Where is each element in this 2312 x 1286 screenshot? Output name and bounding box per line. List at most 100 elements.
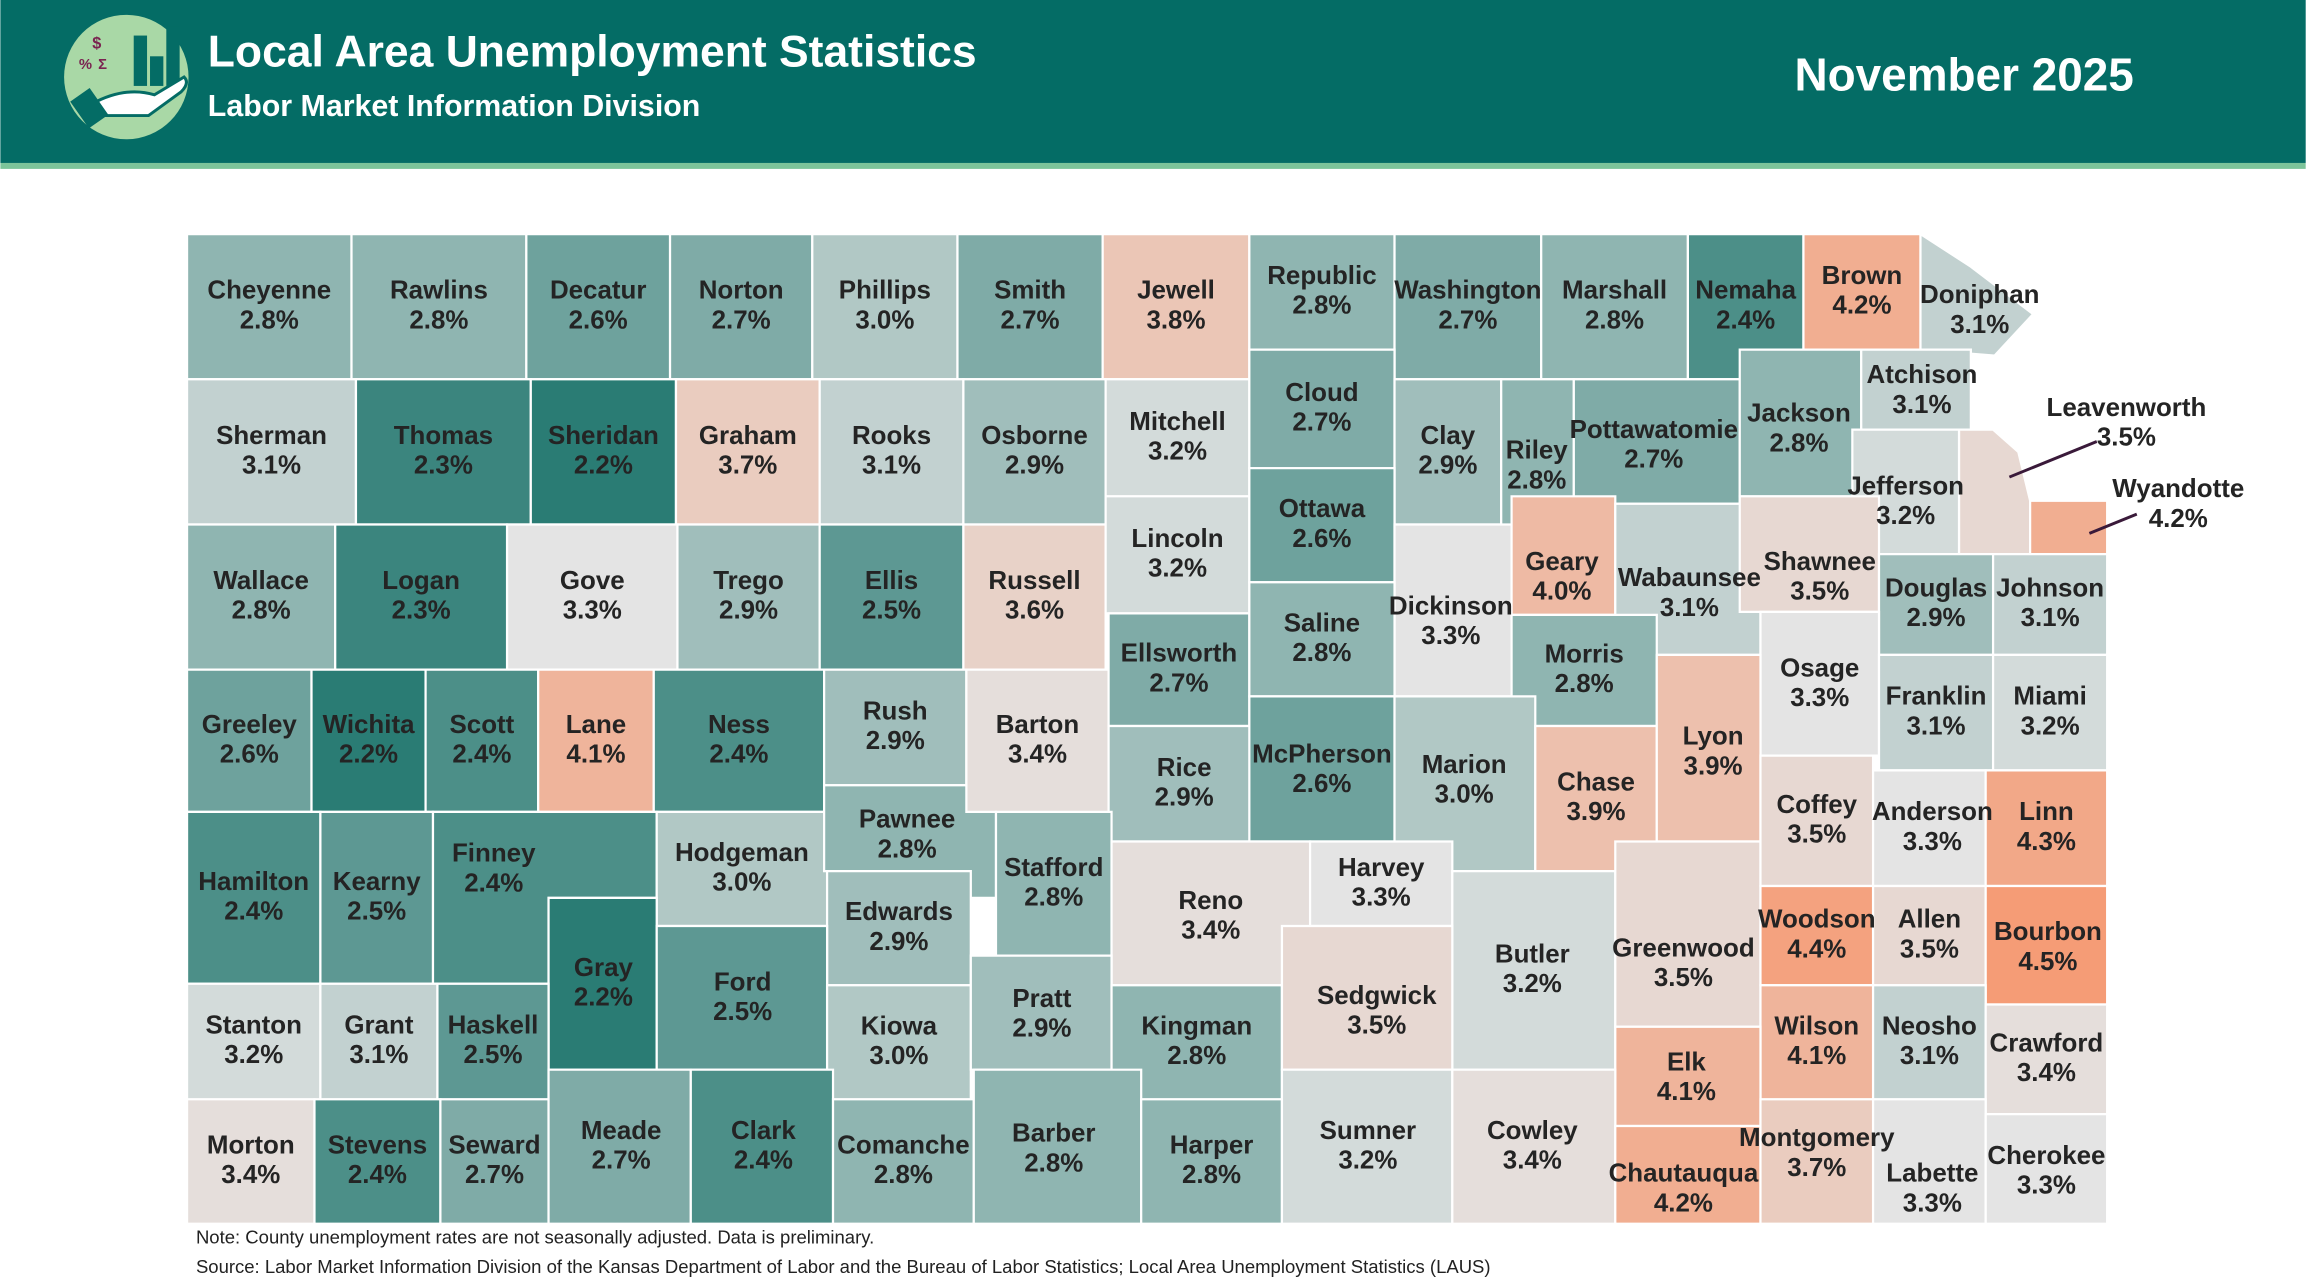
county-rate: 2.8% (1585, 306, 1644, 334)
county (1984, 1113, 2109, 1225)
county-name: Smith (994, 277, 1066, 305)
county-rate: 2.4% (464, 869, 523, 897)
county-rate: 2.5% (347, 897, 406, 925)
county-rate: 3.1% (242, 452, 301, 480)
title: Local Area Unemployment Statistics (208, 28, 977, 77)
county-name: Dickinson (1389, 592, 1513, 620)
county-rate: 2.7% (712, 306, 771, 334)
county-name: Kearny (333, 868, 421, 896)
county-rate: 2.8% (1292, 639, 1351, 667)
leader-line (2088, 512, 2138, 535)
county-name: Morton (207, 1132, 295, 1160)
county-name: Decatur (550, 277, 646, 305)
county-rate: 2.3% (414, 452, 473, 480)
county-rate: 2.9% (1012, 1015, 1071, 1043)
county-rate: 2.6% (220, 740, 279, 768)
county-rate: 3.2% (1148, 555, 1207, 583)
county-rate: 3.1% (862, 452, 921, 480)
county-rate: 2.5% (862, 597, 921, 625)
county-rate: 3.1% (1660, 594, 1719, 622)
county-rate: 4.2% (1832, 292, 1891, 320)
header-band (0, 0, 2306, 163)
county (2029, 499, 2109, 556)
county-name: Wallace (213, 567, 309, 595)
county-rate: 2.8% (878, 835, 937, 863)
county-name: Rice (1157, 754, 1212, 782)
county-name: Finney (452, 840, 536, 868)
county-name: Seward (448, 1132, 540, 1160)
county-name: Wichita (323, 711, 415, 739)
county-rate: 3.2% (1876, 502, 1935, 530)
county-rate: 2.9% (1005, 452, 1064, 480)
county-rate: 2.5% (713, 998, 772, 1026)
county-name: Labette (1886, 1160, 1978, 1188)
county-name: Hamilton (198, 868, 309, 896)
leader-line (2008, 440, 2098, 479)
county-rate: 3.0% (712, 869, 771, 897)
county-rate: 2.4% (348, 1161, 407, 1189)
county-name: Washington (1394, 277, 1541, 305)
county-name: Edwards (845, 898, 953, 926)
county-name: Phillips (839, 277, 931, 305)
county-name: Anderson (1872, 798, 1993, 826)
county-name: Hodgeman (675, 839, 809, 867)
county-name: Osage (1780, 655, 1859, 683)
county-name: Pottawatomie (1570, 416, 1738, 444)
county-rate: 3.7% (1787, 1154, 1846, 1182)
county-rate: 4.3% (2017, 828, 2076, 856)
county-rate: 2.4% (709, 740, 768, 768)
county-rate: 2.9% (1155, 783, 1214, 811)
county-rate: 3.5% (1347, 1012, 1406, 1040)
county-name: Coffey (1776, 791, 1857, 819)
label-layer: Cheyenne2.8%Rawlins2.8%Decatur2.6%Norton… (198, 262, 2244, 1217)
county-name: Crawford (1990, 1029, 2104, 1057)
county-rate: 2.9% (869, 928, 928, 956)
county-name: Sheridan (548, 422, 659, 450)
county-rate: 3.2% (1148, 437, 1207, 465)
county-rate: 3.4% (2017, 1059, 2076, 1087)
county-name: Greeley (202, 711, 298, 739)
county-rate: 2.9% (719, 597, 778, 625)
county-name: Wilson (1774, 1012, 1859, 1040)
county-name: Clay (1421, 422, 1476, 450)
county-name: Thomas (394, 422, 493, 450)
county-rate: 2.8% (1555, 670, 1614, 698)
county-name: Grant (344, 1012, 413, 1040)
county-name: Ellsworth (1121, 640, 1238, 668)
county-rate: 2.3% (392, 597, 451, 625)
county-rate: 3.3% (563, 597, 622, 625)
county-rate: 3.5% (2097, 423, 2156, 451)
county-name: Ellis (865, 567, 918, 595)
county-rate: 3.3% (2017, 1172, 2076, 1200)
county-rate: 3.2% (1338, 1146, 1397, 1174)
county-rate: 2.4% (734, 1146, 793, 1174)
county-name: Jefferson (1847, 472, 1964, 500)
county-rate: 2.9% (866, 727, 925, 755)
county-name: Chautauqua (1609, 1160, 1759, 1188)
county-name: Riley (1506, 437, 1569, 465)
county-rate: 2.2% (574, 452, 633, 480)
county-rate: 2.7% (465, 1161, 524, 1189)
county-name: Norton (699, 277, 784, 305)
county-rate: 3.5% (1654, 964, 1713, 992)
county-name: Rooks (852, 422, 931, 450)
county-rate: 2.8% (1769, 429, 1828, 457)
county-rate: 3.0% (869, 1042, 928, 1070)
county-name: Marshall (1562, 277, 1667, 305)
county-name: Nemaha (1695, 277, 1796, 305)
county-rate: 3.2% (2021, 712, 2080, 740)
county-rate: 3.5% (1900, 935, 1959, 963)
county-name: Sedgwick (1317, 982, 1437, 1010)
svg-text:$: $ (92, 35, 101, 53)
county-rate: 3.9% (1566, 798, 1625, 826)
county-name: Gray (574, 954, 634, 982)
county-rate: 3.1% (2021, 604, 2080, 632)
county-name: Stafford (1004, 854, 1103, 882)
county-rate: 4.2% (2149, 505, 2208, 533)
county-rate: 2.8% (1182, 1161, 1241, 1189)
county-rate: 2.6% (1292, 770, 1351, 798)
county-rate: 2.7% (1438, 306, 1497, 334)
county-rate: 3.3% (1352, 883, 1411, 911)
county-rate: 4.0% (1532, 577, 1591, 605)
